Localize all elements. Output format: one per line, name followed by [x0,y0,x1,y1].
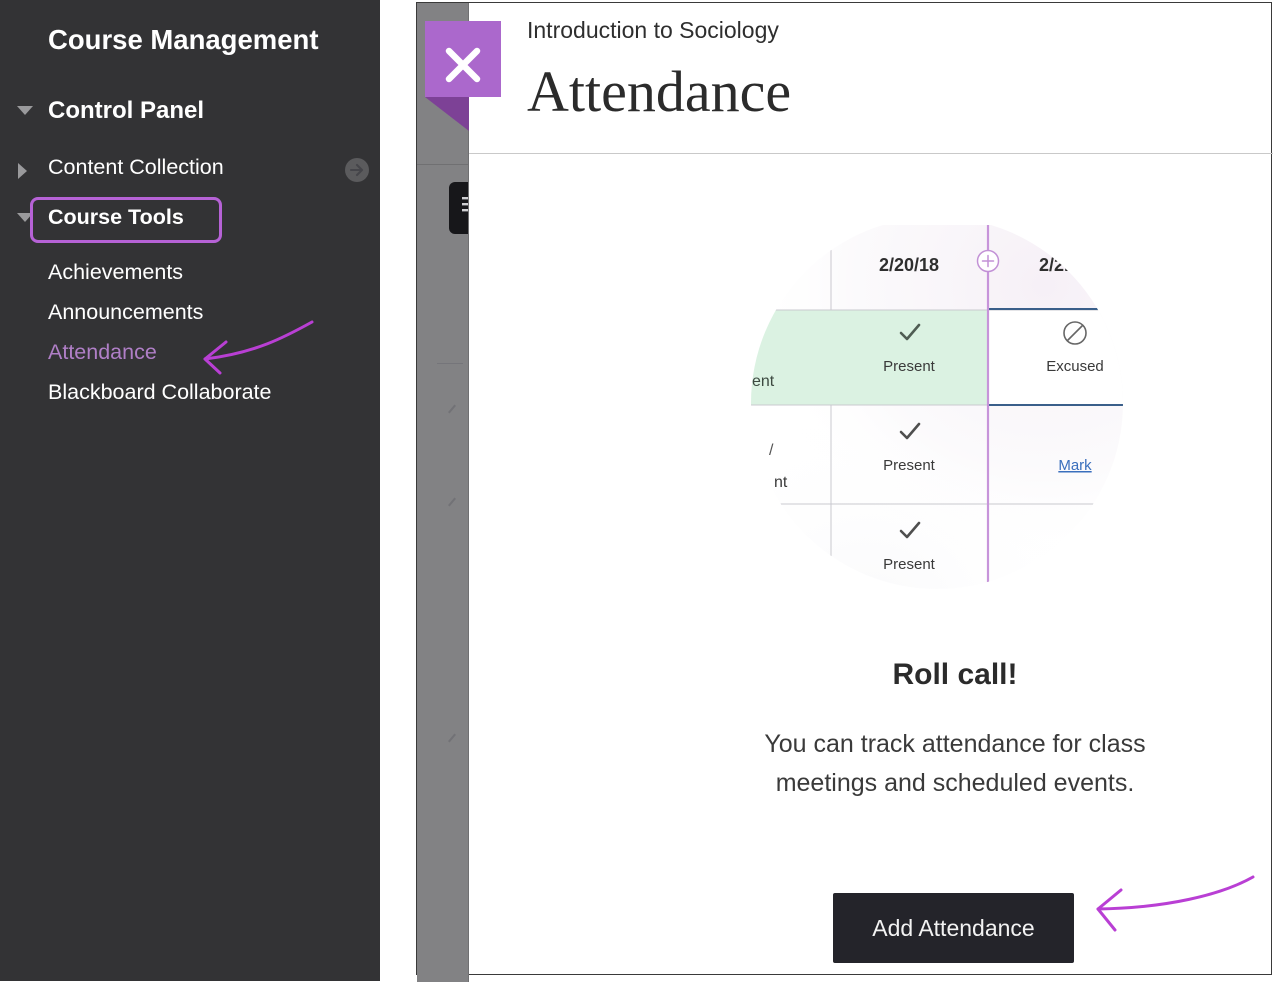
svg-text:Present: Present [883,556,936,573]
svg-text:2/20/18: 2/20/18 [879,255,939,275]
svg-text:Present: Present [883,457,936,474]
svg-text:sent: sent [744,373,775,390]
svg-text:/: / [769,442,774,459]
svg-text:sent: sent [748,255,785,275]
svg-text:Excused: Excused [1046,358,1104,375]
svg-text:nt: nt [774,474,788,491]
svg-text:2/2.: 2/2. [1039,255,1069,275]
svg-text:/: / [754,340,759,357]
svg-text:Mark: Mark [1058,457,1092,474]
svg-text:Present: Present [883,358,936,375]
